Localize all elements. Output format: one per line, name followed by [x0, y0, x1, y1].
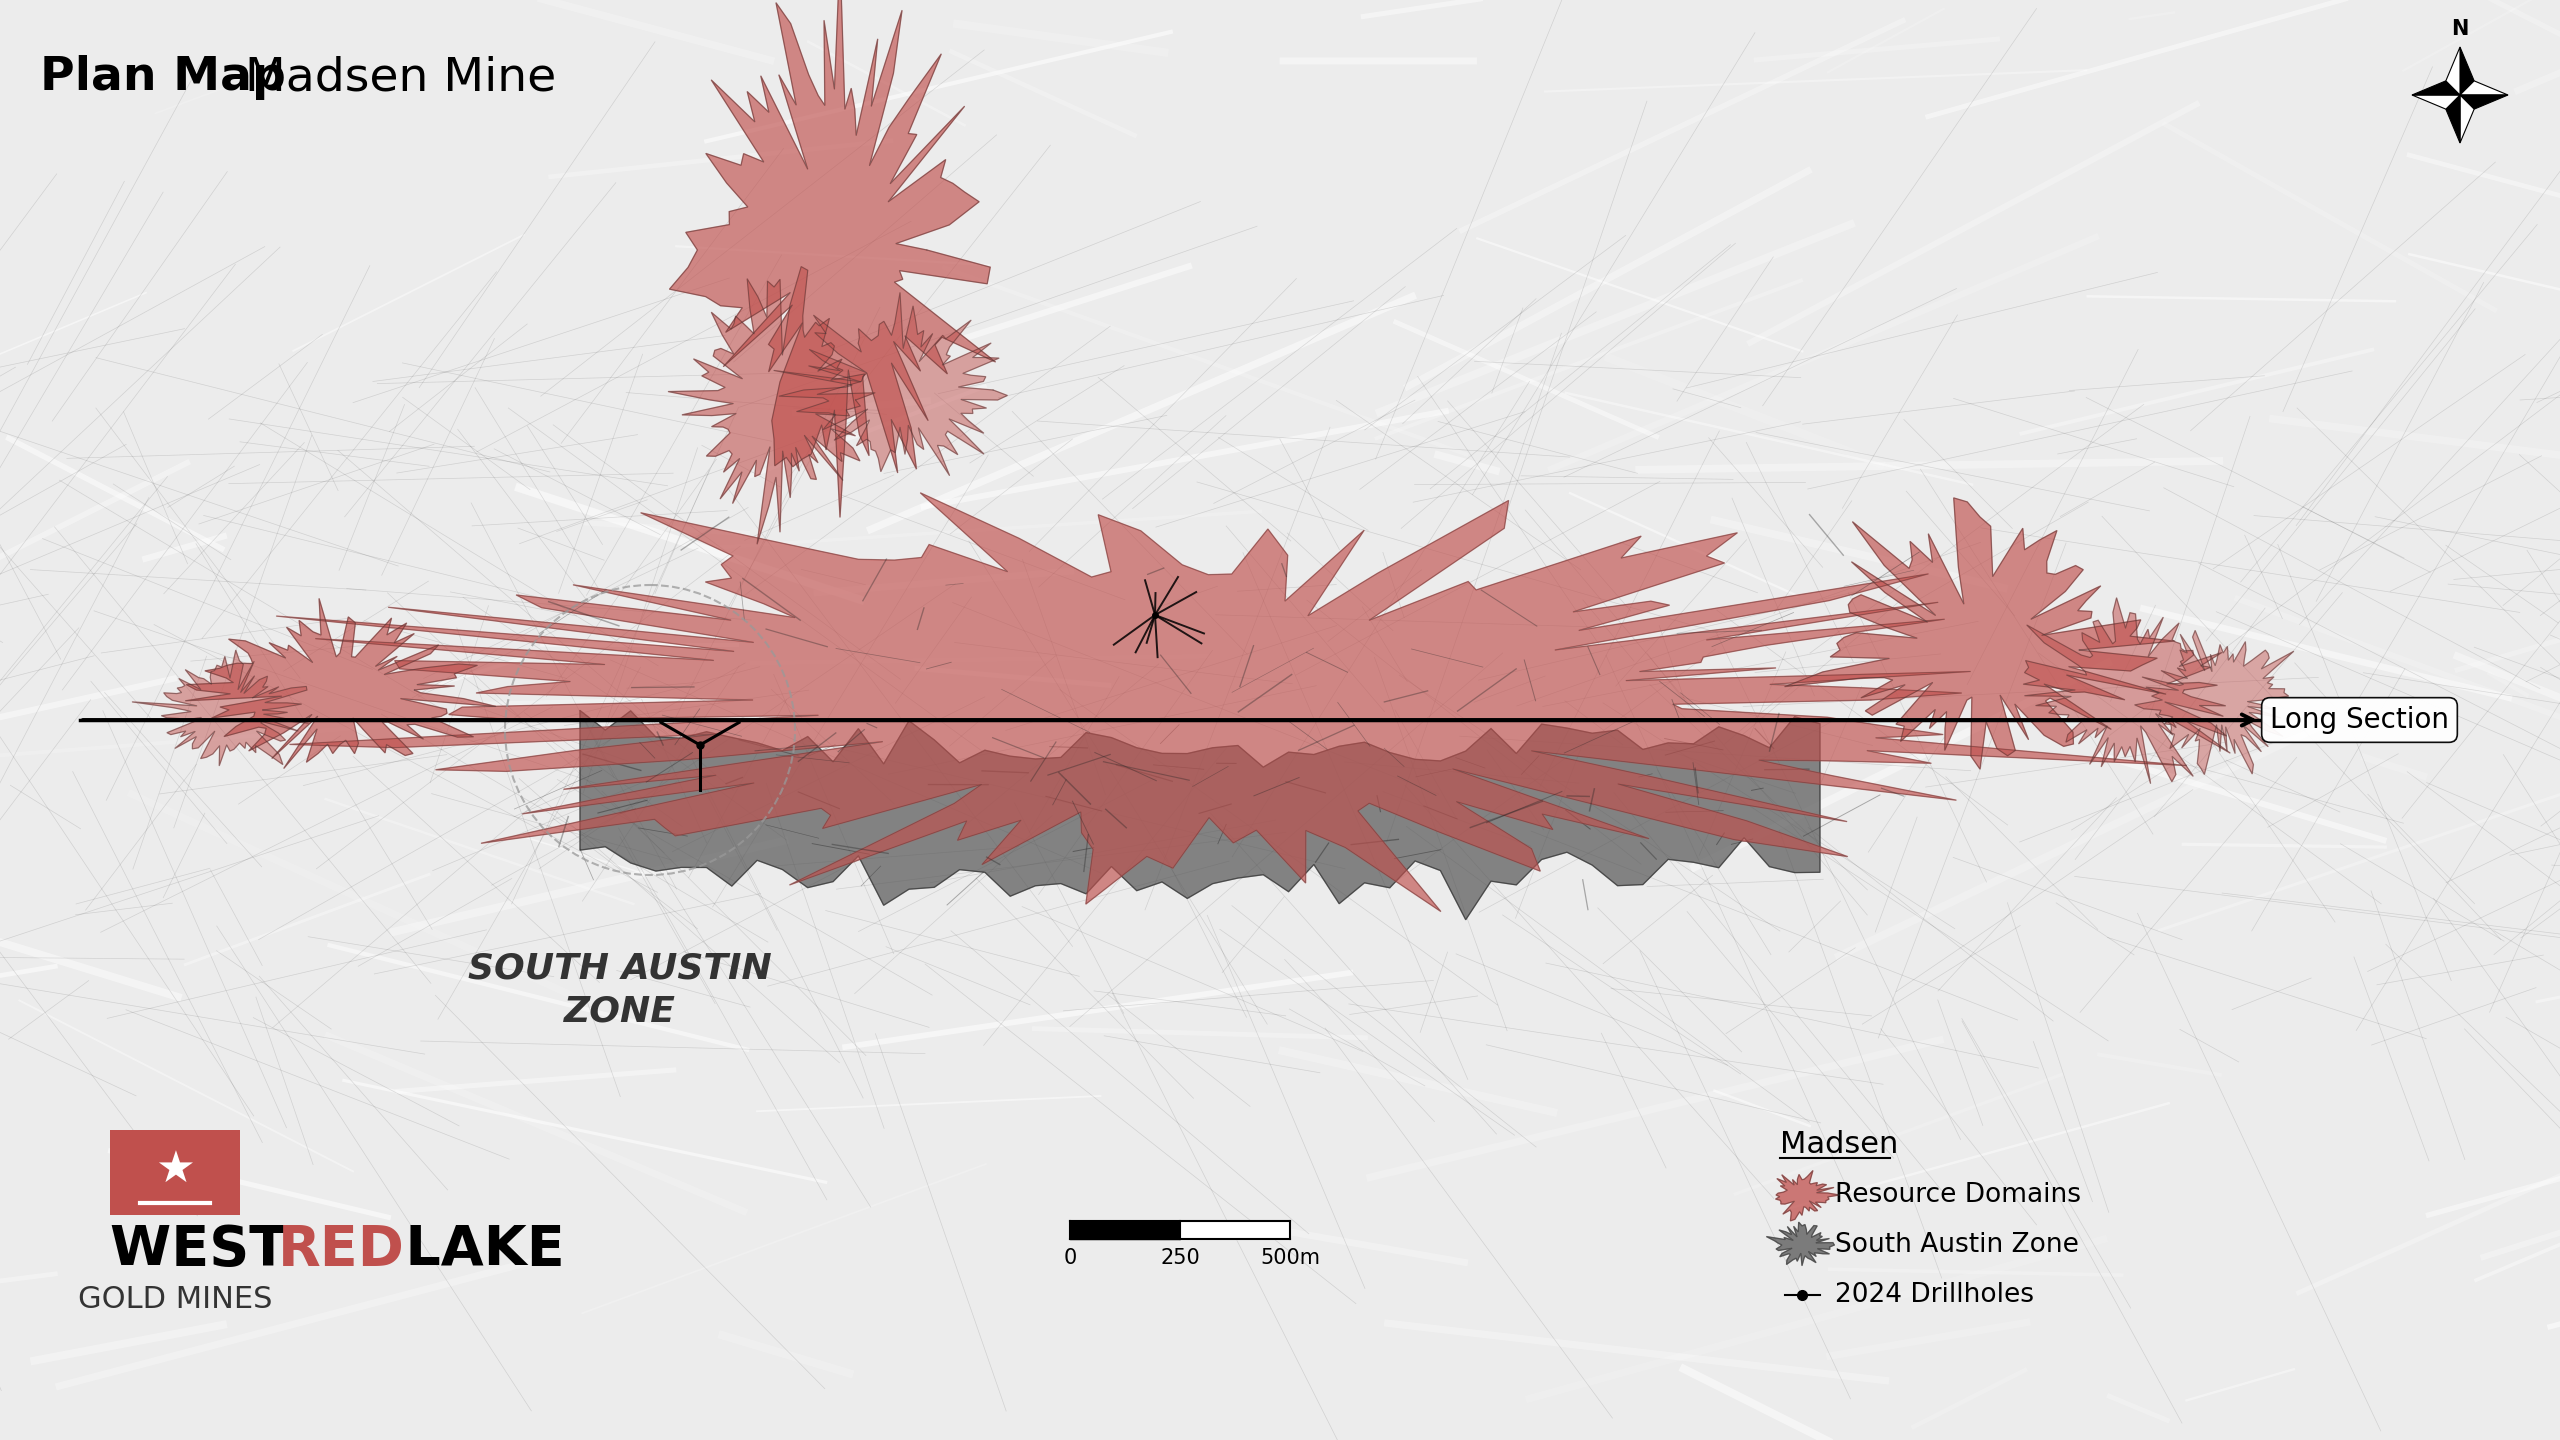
- Polygon shape: [2412, 95, 2460, 109]
- Polygon shape: [1766, 1223, 1836, 1266]
- Polygon shape: [2135, 631, 2294, 775]
- Text: Plan Map: Plan Map: [41, 55, 287, 99]
- Text: ★: ★: [156, 1149, 195, 1191]
- Text: 500m: 500m: [1260, 1248, 1321, 1269]
- Polygon shape: [276, 492, 2186, 912]
- Text: WEST: WEST: [110, 1223, 307, 1277]
- Text: 0: 0: [1062, 1248, 1078, 1269]
- Polygon shape: [2460, 48, 2473, 95]
- Polygon shape: [2445, 48, 2460, 95]
- Text: SOUTH AUSTIN
ZONE: SOUTH AUSTIN ZONE: [468, 952, 773, 1028]
- Text: 2024 Drillholes: 2024 Drillholes: [1836, 1282, 2035, 1308]
- Polygon shape: [184, 599, 497, 769]
- Polygon shape: [2412, 81, 2460, 95]
- Polygon shape: [2445, 95, 2460, 143]
- Text: Madsen Mine: Madsen Mine: [230, 55, 556, 99]
- Text: LAKE: LAKE: [387, 1223, 566, 1277]
- Text: South Austin Zone: South Austin Zone: [1836, 1233, 2079, 1259]
- Text: GOLD MINES: GOLD MINES: [77, 1286, 271, 1315]
- Text: Long Section: Long Section: [2271, 706, 2450, 734]
- Polygon shape: [671, 0, 996, 517]
- Text: N: N: [2452, 19, 2468, 39]
- Polygon shape: [2460, 81, 2509, 95]
- Polygon shape: [2022, 598, 2230, 783]
- Polygon shape: [581, 710, 1820, 920]
- Polygon shape: [133, 649, 307, 766]
- Polygon shape: [773, 292, 1009, 475]
- Polygon shape: [1777, 1171, 1841, 1221]
- Polygon shape: [1784, 498, 2173, 769]
- FancyBboxPatch shape: [110, 1130, 241, 1215]
- Polygon shape: [2460, 95, 2509, 109]
- Polygon shape: [668, 266, 876, 544]
- Text: 250: 250: [1160, 1248, 1201, 1269]
- Polygon shape: [2460, 95, 2473, 143]
- Text: Resource Domains: Resource Domains: [1836, 1182, 2081, 1208]
- Text: RED: RED: [279, 1223, 404, 1277]
- Text: Madsen: Madsen: [1779, 1130, 1900, 1159]
